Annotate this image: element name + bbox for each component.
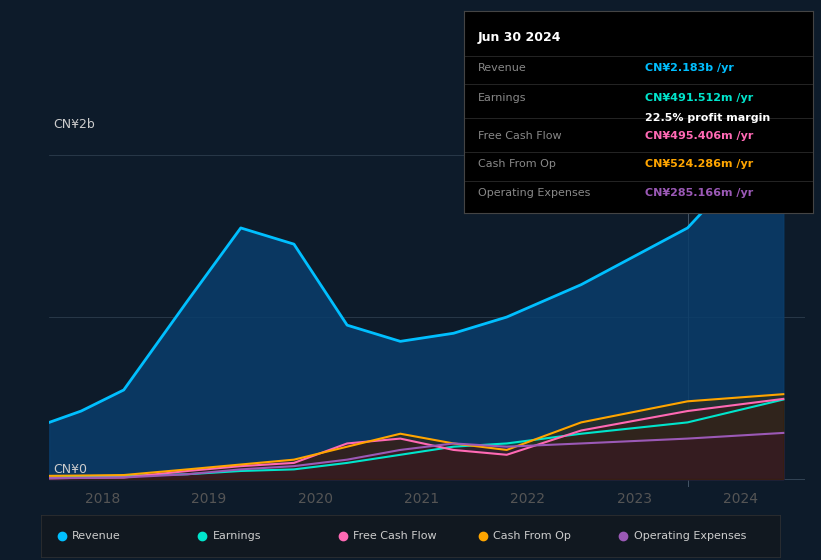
Text: Earnings: Earnings	[213, 531, 261, 541]
Text: CN¥491.512m /yr: CN¥491.512m /yr	[645, 93, 754, 103]
Text: Free Cash Flow: Free Cash Flow	[478, 131, 562, 141]
Text: CN¥2.183b /yr: CN¥2.183b /yr	[645, 63, 734, 73]
Text: CN¥495.406m /yr: CN¥495.406m /yr	[645, 131, 754, 141]
Text: CN¥2b: CN¥2b	[53, 118, 94, 131]
Text: Operating Expenses: Operating Expenses	[478, 188, 590, 198]
Text: Free Cash Flow: Free Cash Flow	[353, 531, 437, 541]
Text: Cash From Op: Cash From Op	[478, 160, 556, 170]
Text: Revenue: Revenue	[478, 63, 526, 73]
Text: Cash From Op: Cash From Op	[493, 531, 571, 541]
Text: Operating Expenses: Operating Expenses	[634, 531, 746, 541]
Text: 22.5% profit margin: 22.5% profit margin	[645, 113, 771, 123]
Text: Jun 30 2024: Jun 30 2024	[478, 31, 562, 44]
Text: Earnings: Earnings	[478, 93, 526, 103]
Text: CN¥285.166m /yr: CN¥285.166m /yr	[645, 188, 754, 198]
Text: CN¥524.286m /yr: CN¥524.286m /yr	[645, 160, 754, 170]
Text: CN¥0: CN¥0	[53, 463, 87, 476]
Text: Revenue: Revenue	[72, 531, 121, 541]
